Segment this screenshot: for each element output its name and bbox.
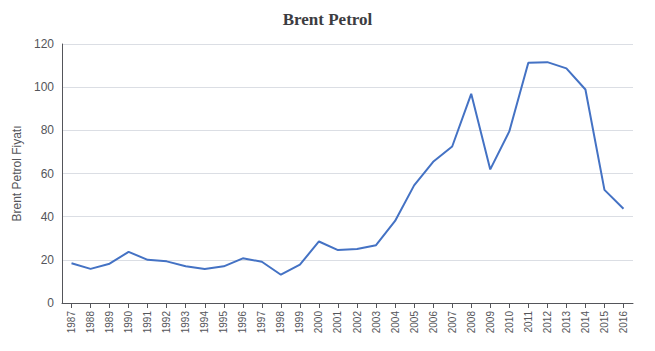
svg-text:1998: 1998 xyxy=(275,311,286,334)
svg-text:1999: 1999 xyxy=(294,311,305,334)
svg-text:60: 60 xyxy=(41,167,55,181)
svg-text:2011: 2011 xyxy=(523,311,534,333)
svg-text:2006: 2006 xyxy=(428,311,439,334)
svg-text:1990: 1990 xyxy=(123,311,134,334)
svg-text:1989: 1989 xyxy=(104,311,115,334)
svg-text:1987: 1987 xyxy=(66,311,77,334)
svg-text:2014: 2014 xyxy=(580,311,591,334)
svg-text:2004: 2004 xyxy=(390,311,401,334)
svg-text:Brent Petrol Fiyatı: Brent Petrol Fiyatı xyxy=(10,125,24,221)
svg-text:120: 120 xyxy=(34,37,54,51)
svg-text:0: 0 xyxy=(47,296,54,310)
svg-text:2015: 2015 xyxy=(599,311,610,334)
svg-text:2002: 2002 xyxy=(352,311,363,334)
svg-text:1992: 1992 xyxy=(161,311,172,334)
svg-text:2010: 2010 xyxy=(504,311,515,334)
svg-text:2007: 2007 xyxy=(447,311,458,334)
svg-text:1993: 1993 xyxy=(180,311,191,334)
svg-text:2001: 2001 xyxy=(332,311,343,334)
svg-text:100: 100 xyxy=(34,80,54,94)
svg-text:2003: 2003 xyxy=(371,311,382,334)
svg-text:20: 20 xyxy=(41,253,55,267)
svg-text:2013: 2013 xyxy=(561,311,572,334)
svg-text:1997: 1997 xyxy=(256,311,267,334)
svg-text:2008: 2008 xyxy=(466,311,477,334)
svg-text:40: 40 xyxy=(41,210,55,224)
svg-text:1995: 1995 xyxy=(218,311,229,334)
svg-text:80: 80 xyxy=(41,123,55,137)
svg-text:1994: 1994 xyxy=(199,311,210,334)
svg-text:2000: 2000 xyxy=(313,311,324,334)
svg-text:2009: 2009 xyxy=(485,311,496,334)
svg-text:2012: 2012 xyxy=(542,311,553,334)
svg-text:1996: 1996 xyxy=(237,311,248,334)
svg-text:2005: 2005 xyxy=(409,311,420,334)
svg-text:2016: 2016 xyxy=(618,311,629,334)
svg-text:1991: 1991 xyxy=(142,311,153,334)
svg-text:1988: 1988 xyxy=(85,311,96,334)
svg-text:Brent Petrol: Brent Petrol xyxy=(283,10,373,29)
